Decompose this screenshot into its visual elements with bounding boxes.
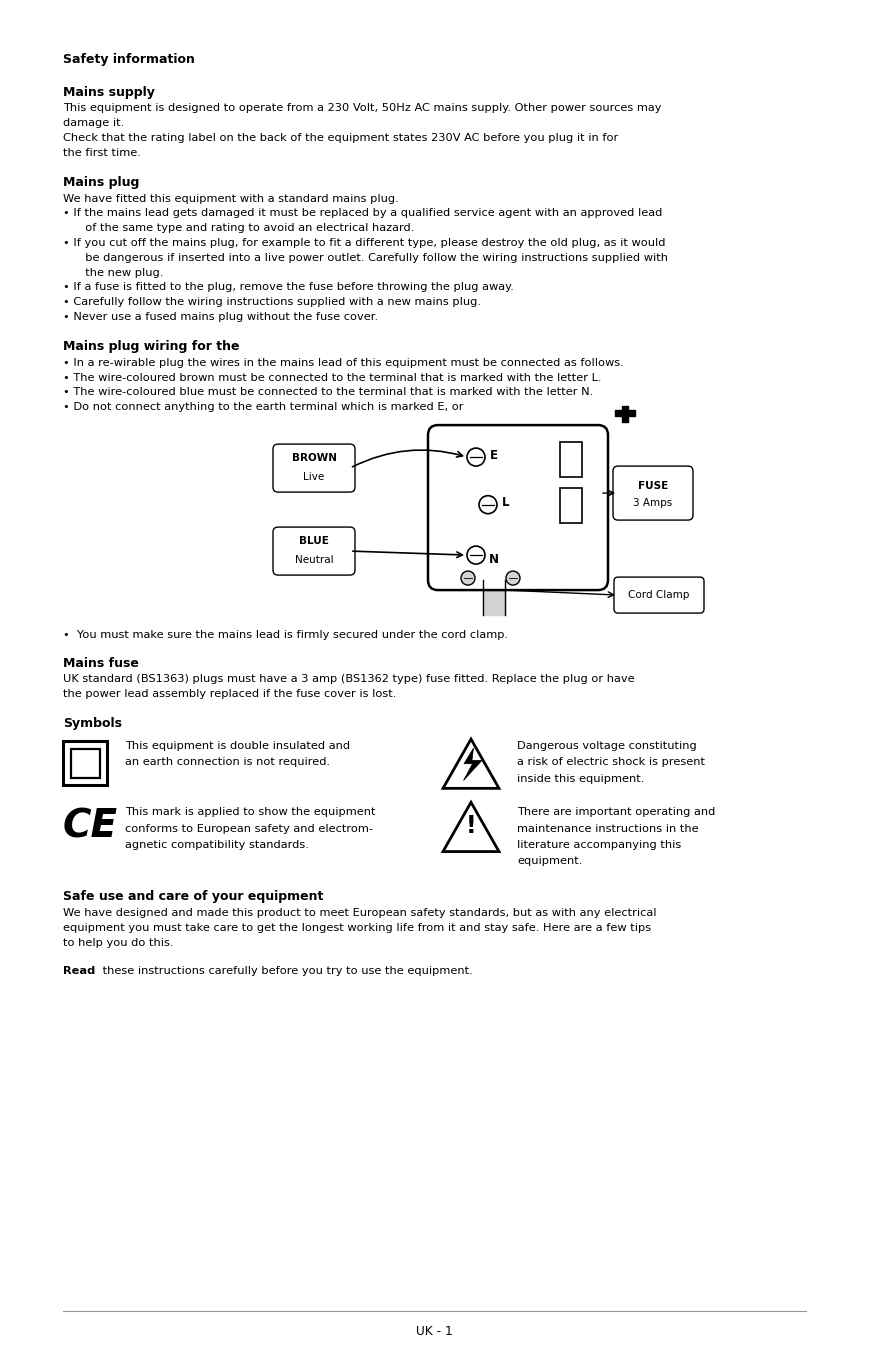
Text: Mains plug wiring for the: Mains plug wiring for the	[63, 340, 240, 353]
Text: inside this equipment.: inside this equipment.	[517, 774, 645, 783]
Text: Symbols: Symbols	[63, 717, 122, 731]
Text: This equipment is double insulated and: This equipment is double insulated and	[125, 741, 350, 751]
Text: Dangerous voltage constituting: Dangerous voltage constituting	[517, 741, 697, 751]
Text: E: E	[490, 449, 498, 461]
Text: UK - 1: UK - 1	[416, 1325, 453, 1338]
Text: Check that the rating label on the back of the equipment states 230V AC before y: Check that the rating label on the back …	[63, 133, 618, 143]
Text: FUSE: FUSE	[638, 482, 668, 491]
Text: a risk of electric shock is present: a risk of electric shock is present	[517, 758, 705, 767]
Text: these instructions carefully before you try to use the equipment.: these instructions carefully before you …	[99, 966, 473, 976]
Text: agnetic compatibility standards.: agnetic compatibility standards.	[125, 840, 308, 850]
Text: maintenance instructions in the: maintenance instructions in the	[517, 824, 699, 833]
Text: • The wire-coloured blue must be connected to the terminal that is marked with t: • The wire-coloured blue must be connect…	[63, 387, 594, 398]
Text: the first time.: the first time.	[63, 147, 141, 158]
Polygon shape	[463, 748, 482, 781]
Text: L: L	[502, 497, 510, 509]
Text: Mains supply: Mains supply	[63, 85, 155, 99]
Text: the power lead assembly replaced if the fuse cover is lost.: the power lead assembly replaced if the …	[63, 689, 396, 700]
Bar	[560, 487, 582, 522]
Circle shape	[467, 448, 485, 465]
Text: • If a fuse is fitted to the plug, remove the fuse before throwing the plug away: • If a fuse is fitted to the plug, remov…	[63, 283, 514, 292]
Text: • Do not connect anything to the earth terminal which is marked E, or: • Do not connect anything to the earth t…	[63, 402, 463, 413]
Text: Safe use and care of your equipment: Safe use and care of your equipment	[63, 890, 323, 904]
Circle shape	[479, 495, 497, 514]
Text: Neutral: Neutral	[295, 555, 334, 566]
Text: UK standard (BS1363) plugs must have a 3 amp (BS1362 type) fuse fitted. Replace : UK standard (BS1363) plugs must have a 3…	[63, 675, 634, 685]
Text: Cord Clamp: Cord Clamp	[628, 590, 690, 601]
Polygon shape	[443, 802, 499, 851]
FancyBboxPatch shape	[613, 465, 693, 520]
Text: the new plug.: the new plug.	[78, 268, 163, 277]
Text: BLUE: BLUE	[299, 536, 329, 547]
Text: • Carefully follow the wiring instructions supplied with a new mains plug.: • Carefully follow the wiring instructio…	[63, 298, 481, 307]
Text: of the same type and rating to avoid an electrical hazard.: of the same type and rating to avoid an …	[78, 223, 415, 233]
Text: Read: Read	[63, 966, 96, 976]
Bar	[70, 748, 99, 778]
Text: • If you cut off the mains plug, for example to fit a different type, please des: • If you cut off the mains plug, for exa…	[63, 238, 666, 248]
FancyBboxPatch shape	[273, 444, 355, 492]
FancyBboxPatch shape	[273, 528, 355, 575]
Circle shape	[467, 547, 485, 564]
Text: 3 Amps: 3 Amps	[634, 498, 673, 509]
Text: equipment.: equipment.	[517, 856, 582, 866]
Text: • If the mains lead gets damaged it must be replaced by a qualified service agen: • If the mains lead gets damaged it must…	[63, 208, 662, 218]
Text: • The wire-coloured brown must be connected to the terminal that is marked with : • The wire-coloured brown must be connec…	[63, 372, 601, 383]
FancyBboxPatch shape	[428, 425, 608, 590]
Polygon shape	[443, 739, 499, 789]
Text: There are important operating and: There are important operating and	[517, 808, 715, 817]
Text: This mark is applied to show the equipment: This mark is applied to show the equipme…	[125, 808, 375, 817]
Text: Mains plug: Mains plug	[63, 176, 139, 189]
Text: conforms to European safety and electrom-: conforms to European safety and electrom…	[125, 824, 373, 833]
Bar	[63, 741, 107, 785]
Text: N: N	[489, 552, 499, 566]
Circle shape	[506, 571, 520, 584]
Circle shape	[461, 571, 475, 584]
FancyBboxPatch shape	[614, 578, 704, 613]
Text: • Never use a fused mains plug without the fuse cover.: • Never use a fused mains plug without t…	[63, 313, 378, 322]
Text: to help you do this.: to help you do this.	[63, 938, 174, 947]
Text: This equipment is designed to operate from a 230 Volt, 50Hz AC mains supply. Oth: This equipment is designed to operate fr…	[63, 103, 661, 114]
Text: be dangerous if inserted into a live power outlet. Carefully follow the wiring i: be dangerous if inserted into a live pow…	[78, 253, 668, 262]
Text: damage it.: damage it.	[63, 118, 124, 129]
Text: Mains fuse: Mains fuse	[63, 656, 139, 670]
Text: !: !	[466, 813, 476, 838]
Text: CE: CE	[63, 808, 118, 846]
Text: We have fitted this equipment with a standard mains plug.: We have fitted this equipment with a sta…	[63, 193, 399, 203]
Text: •  You must make sure the mains lead is firmly secured under the cord clamp.: • You must make sure the mains lead is f…	[63, 630, 508, 640]
Text: literature accompanying this: literature accompanying this	[517, 840, 681, 850]
Text: We have designed and made this product to meet European safety standards, but as: We have designed and made this product t…	[63, 908, 656, 917]
Text: Safety information: Safety information	[63, 53, 195, 66]
Text: BROWN: BROWN	[291, 453, 336, 463]
Bar	[560, 442, 582, 478]
Text: an earth connection is not required.: an earth connection is not required.	[125, 758, 330, 767]
Text: • In a re-wirable plug the wires in the mains lead of this equipment must be con: • In a re-wirable plug the wires in the …	[63, 359, 624, 368]
Text: equipment you must take care to get the longest working life from it and stay sa: equipment you must take care to get the …	[63, 923, 651, 932]
Text: Live: Live	[303, 472, 325, 482]
